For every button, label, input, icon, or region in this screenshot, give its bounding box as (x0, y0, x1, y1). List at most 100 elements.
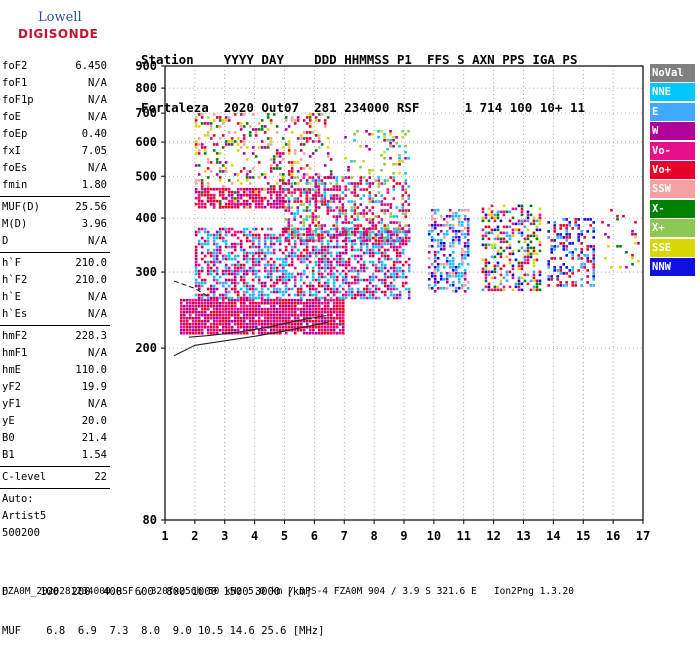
echo-point (215, 245, 219, 249)
echo-point (281, 179, 285, 182)
echo-point (511, 207, 515, 211)
echo-point (251, 242, 255, 246)
echo-point (499, 288, 503, 292)
echo-point (511, 276, 515, 280)
echo-point (200, 328, 204, 332)
echo-point (278, 185, 282, 188)
echo-point (203, 307, 207, 311)
echo-point (433, 223, 437, 227)
echo-point (317, 316, 321, 320)
echo-point (251, 287, 255, 291)
echo-point (248, 322, 252, 326)
echo-point (239, 196, 243, 200)
echo-point (206, 298, 210, 302)
echo-point (368, 254, 372, 258)
echo-point (215, 161, 219, 164)
echo-point (287, 146, 291, 149)
echo-point (356, 215, 360, 218)
echo-point (329, 245, 333, 249)
echo-point (377, 215, 381, 218)
echo-point (338, 322, 342, 326)
echo-point (392, 162, 395, 166)
echo-point (281, 272, 285, 276)
echo-point (194, 304, 198, 308)
echo-point (359, 236, 363, 239)
legend-item-w: W (650, 122, 695, 141)
echo-point (338, 272, 342, 276)
echo-point (230, 307, 234, 311)
echo-point (389, 176, 393, 179)
echo-point (356, 260, 360, 264)
param-name: fxI (2, 145, 21, 157)
echo-point (517, 228, 521, 232)
echo-point (320, 301, 324, 305)
echo-point (389, 245, 393, 249)
echo-point (269, 301, 273, 305)
echo-point (487, 285, 491, 289)
echo-point (239, 146, 243, 149)
header-row-labels: Station YYYY DAY DDD HHMMSS P1 FFS S AXN… (141, 52, 578, 67)
echo-point (206, 328, 210, 332)
echo-point (200, 281, 204, 285)
echo-point (272, 167, 276, 170)
echo-point (466, 286, 470, 290)
echo-point (466, 250, 470, 254)
param-value: 210.0 (75, 257, 107, 269)
echo-point (272, 205, 276, 209)
echo-point (239, 307, 243, 311)
echo-point (323, 310, 327, 314)
param-row: yF1 N/A (0, 396, 112, 413)
echo-point (356, 290, 360, 294)
echo-point (239, 193, 243, 197)
echo-point (526, 210, 530, 214)
echo-point (329, 319, 333, 323)
echo-point (341, 209, 345, 212)
echo-point (299, 310, 303, 314)
echo-point (341, 331, 345, 335)
echo-point (359, 239, 363, 242)
echo-point (502, 204, 506, 208)
echo-point (194, 319, 198, 323)
y-tick-label: 80 (143, 513, 157, 527)
echo-point (284, 281, 288, 285)
echo-point (239, 298, 243, 302)
echo-point (344, 290, 348, 294)
param-value: 210.0 (75, 274, 107, 286)
echo-point (263, 322, 267, 326)
echo-point (272, 158, 276, 161)
echo-point (215, 281, 219, 285)
echo-point (553, 221, 556, 224)
echo-point (314, 224, 318, 227)
echo-point (374, 251, 378, 255)
echo-point (505, 255, 509, 259)
echo-point (317, 236, 321, 239)
echo-point (215, 143, 219, 146)
echo-point (305, 131, 309, 134)
echo-point (230, 272, 234, 276)
echo-point (529, 234, 533, 238)
echo-point (520, 276, 524, 280)
echo-point (398, 156, 401, 160)
echo-point (347, 239, 351, 243)
echo-point (395, 254, 399, 258)
echo-point (338, 254, 342, 258)
echo-point (245, 322, 249, 326)
echo-point (505, 210, 509, 214)
param-row: B1 1.54 (0, 447, 112, 464)
echo-point (284, 188, 288, 191)
echo-point (338, 257, 342, 261)
echo-point (233, 281, 237, 285)
echo-point (245, 122, 249, 125)
echo-point (362, 227, 366, 230)
echo-point (251, 319, 255, 323)
echo-point (392, 221, 396, 224)
echo-point (272, 281, 276, 285)
echo-point (514, 207, 518, 211)
echo-point (392, 275, 396, 279)
echo-point (218, 296, 222, 300)
echo-point (221, 304, 225, 308)
echo-point (290, 161, 294, 164)
echo-point (377, 239, 381, 243)
param-row: foEp 0.40 (0, 126, 112, 143)
echo-point (194, 331, 198, 335)
